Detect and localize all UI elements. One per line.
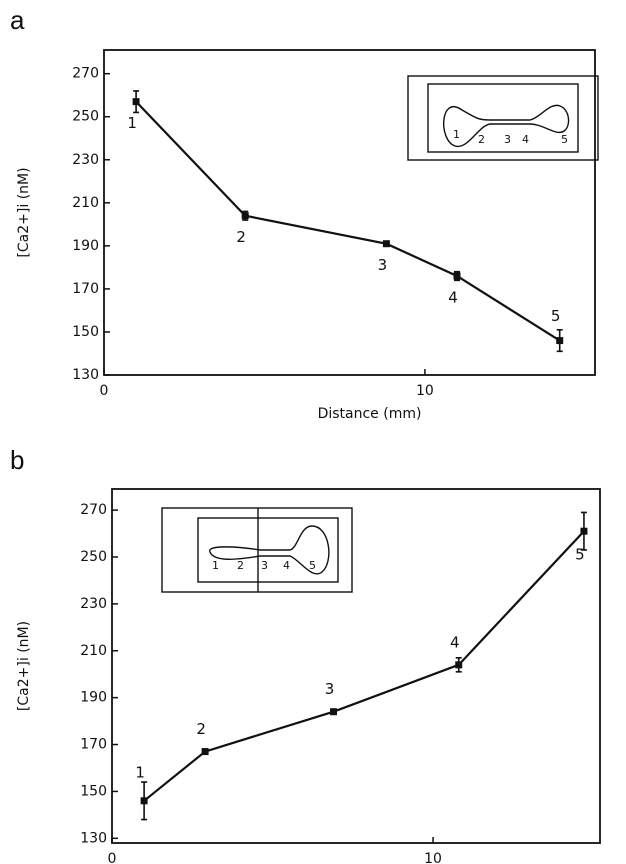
y-axis-label: [Ca2+]i (nM) — [16, 621, 32, 711]
inset-label: 4 — [522, 133, 529, 146]
inset-label: 5 — [561, 133, 568, 146]
y-tick-label: 190 — [80, 690, 107, 706]
y-tick-label: 170 — [72, 281, 99, 297]
y-tick-label: 270 — [80, 502, 107, 518]
point-label: 1 — [135, 763, 145, 781]
inset-label: 5 — [309, 559, 316, 572]
y-tick-label: 130 — [72, 367, 99, 383]
point — [132, 98, 140, 106]
y-tick-label: 150 — [72, 324, 99, 340]
inset-label: 2 — [478, 133, 485, 146]
inset-label: 3 — [261, 559, 268, 572]
x-tick-label: 10 — [424, 851, 442, 864]
point — [201, 748, 209, 756]
inset-label: 1 — [212, 559, 219, 572]
y-tick-label: 210 — [80, 643, 107, 659]
y-tick-label: 150 — [80, 783, 107, 799]
y-tick-label: 190 — [72, 238, 99, 254]
point — [453, 272, 461, 280]
plot-frame — [103, 49, 596, 376]
panel-label: a — [10, 5, 25, 35]
panel-label: b — [10, 445, 24, 475]
inset-label: 3 — [504, 133, 511, 146]
y-tick-label: 130 — [80, 830, 107, 846]
point-label: 5 — [575, 546, 585, 564]
point-label: 3 — [378, 256, 388, 274]
point — [556, 337, 564, 345]
inset-label: 4 — [283, 559, 290, 572]
point-label: 1 — [127, 114, 137, 132]
inset-label: 2 — [237, 559, 244, 572]
point — [455, 661, 463, 669]
y-tick-label: 230 — [80, 596, 107, 612]
x-tick-label: 0 — [108, 851, 117, 864]
point — [140, 797, 148, 805]
point — [382, 240, 390, 248]
point-label: 2 — [236, 228, 246, 246]
y-tick-label: 250 — [80, 549, 107, 565]
y-tick-label: 210 — [72, 195, 99, 211]
y-axis-label: [Ca2+]i (nM) — [16, 167, 32, 257]
plot-frame — [111, 488, 601, 844]
y-tick-label: 250 — [72, 109, 99, 125]
data-line — [143, 530, 585, 802]
point-label: 4 — [450, 633, 460, 651]
point-label: 5 — [551, 307, 561, 325]
point-label: 3 — [325, 680, 335, 698]
point — [330, 708, 338, 716]
inset-label: 1 — [453, 128, 460, 141]
point — [580, 527, 588, 535]
point — [241, 212, 249, 220]
x-tick-label: 10 — [416, 383, 434, 399]
point-label: 2 — [196, 720, 206, 738]
point-label: 4 — [448, 288, 458, 306]
x-axis-label: Distance (mm) — [318, 406, 422, 422]
y-tick-label: 170 — [80, 737, 107, 753]
inset-diagram: 1 2 3 4 5 — [407, 75, 599, 161]
y-tick-label: 230 — [72, 152, 99, 168]
data-line — [135, 100, 561, 342]
inset-diagram: 1 2 3 4 5 — [161, 507, 353, 593]
y-tick-label: 270 — [72, 66, 99, 82]
x-tick-label: 0 — [100, 383, 109, 399]
